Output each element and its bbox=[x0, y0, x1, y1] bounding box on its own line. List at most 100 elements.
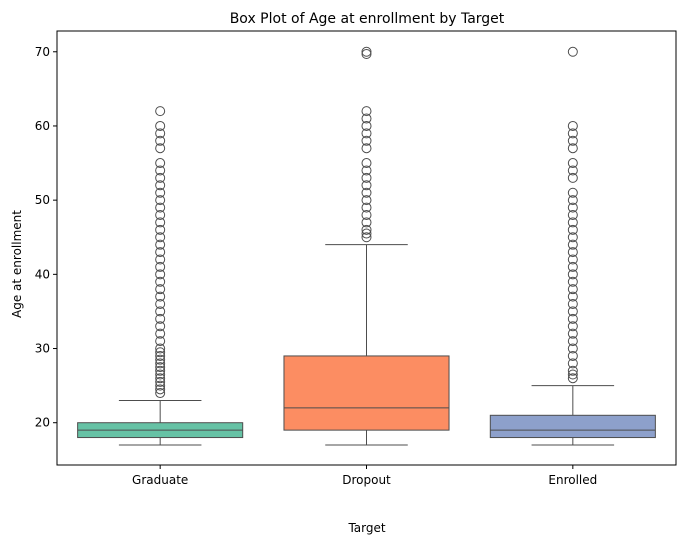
outlier-point bbox=[155, 299, 166, 310]
outlier-point bbox=[567, 239, 578, 250]
outlier-point bbox=[361, 48, 372, 59]
outlier-point bbox=[567, 269, 578, 280]
outlier-point bbox=[361, 209, 372, 220]
outlier-point bbox=[567, 128, 578, 139]
outlier-point bbox=[567, 135, 578, 146]
outlier-point bbox=[567, 172, 578, 183]
outlier-point bbox=[155, 284, 166, 295]
outlier-point bbox=[155, 354, 166, 365]
outlier-point bbox=[567, 336, 578, 347]
outlier-point bbox=[567, 306, 578, 317]
outlier-point bbox=[155, 158, 166, 169]
outlier-point bbox=[155, 369, 166, 380]
outlier-point bbox=[361, 172, 372, 183]
outlier-point bbox=[155, 209, 166, 220]
outlier-point bbox=[567, 202, 578, 213]
outlier-point bbox=[567, 358, 578, 369]
outlier-point bbox=[155, 128, 166, 139]
outlier-point bbox=[155, 195, 166, 206]
outlier-point bbox=[361, 143, 372, 154]
y-axis-label: Age at enrollment bbox=[10, 210, 24, 318]
outlier-point bbox=[567, 143, 578, 154]
outlier-point bbox=[155, 388, 166, 399]
outlier-point bbox=[155, 143, 166, 154]
y-tick-label: 60 bbox=[35, 119, 50, 133]
x-tick-label: Dropout bbox=[342, 473, 391, 487]
outlier-point bbox=[567, 284, 578, 295]
outlier-point bbox=[567, 261, 578, 272]
y-tick-label: 40 bbox=[35, 267, 50, 281]
outlier-point bbox=[155, 336, 166, 347]
chart-title: Box Plot of Age at enrollment by Target bbox=[230, 11, 505, 27]
outlier-point bbox=[361, 232, 372, 243]
outlier-point bbox=[155, 254, 166, 265]
outlier-point bbox=[361, 195, 372, 206]
y-axis: 20 30 40 50 60 70 bbox=[35, 45, 57, 430]
outlier-point bbox=[155, 384, 166, 395]
outlier-point bbox=[567, 254, 578, 265]
outlier-point bbox=[567, 291, 578, 302]
outlier-point bbox=[155, 180, 166, 191]
outlier-point bbox=[361, 113, 372, 124]
box-group-enrolled bbox=[489, 46, 656, 446]
outlier-point bbox=[361, 128, 372, 139]
outlier-point bbox=[155, 172, 166, 183]
outlier-point bbox=[155, 232, 166, 243]
outlier-point bbox=[361, 106, 372, 117]
outlier-point bbox=[567, 343, 578, 354]
outlier-point bbox=[155, 365, 166, 376]
outlier-point bbox=[155, 328, 166, 339]
outlier-point bbox=[155, 321, 166, 332]
outlier-point bbox=[155, 120, 166, 131]
outlier-point bbox=[567, 217, 578, 228]
outlier-point bbox=[567, 187, 578, 198]
outlier-point bbox=[155, 358, 166, 369]
outlier-point bbox=[155, 343, 166, 354]
y-tick-label: 50 bbox=[35, 193, 50, 207]
x-axis-label: Target bbox=[347, 521, 385, 535]
outlier-point bbox=[361, 187, 372, 198]
outlier-point bbox=[567, 247, 578, 258]
outlier-point bbox=[361, 228, 372, 239]
outlier-point bbox=[567, 46, 578, 57]
outlier-point bbox=[361, 46, 372, 57]
x-tick-label: Enrolled bbox=[548, 473, 597, 487]
outlier-point bbox=[155, 362, 166, 373]
outlier-point bbox=[567, 209, 578, 220]
outlier-point bbox=[567, 369, 578, 380]
outlier-point bbox=[155, 135, 166, 146]
outlier-point bbox=[567, 365, 578, 376]
outlier-point bbox=[361, 180, 372, 191]
plot-area bbox=[77, 46, 656, 446]
outlier-point bbox=[361, 224, 372, 235]
outlier-point bbox=[155, 269, 166, 280]
outlier-point bbox=[567, 321, 578, 332]
outlier-point bbox=[155, 165, 166, 176]
outlier-point bbox=[155, 261, 166, 272]
box-group-dropout bbox=[283, 46, 450, 446]
outlier-point bbox=[155, 276, 166, 287]
outlier-point bbox=[567, 158, 578, 169]
outlier-point bbox=[155, 350, 166, 361]
outlier-point bbox=[567, 276, 578, 287]
y-tick-label: 30 bbox=[35, 342, 50, 356]
outlier-point bbox=[361, 135, 372, 146]
outlier-point bbox=[155, 380, 166, 391]
outlier-point bbox=[361, 120, 372, 131]
outlier-point bbox=[567, 232, 578, 243]
outlier-point bbox=[567, 120, 578, 131]
outlier-point bbox=[155, 313, 166, 324]
outlier-point bbox=[155, 291, 166, 302]
outlier-point bbox=[361, 202, 372, 213]
outlier-point bbox=[567, 313, 578, 324]
outlier-point bbox=[567, 373, 578, 384]
outlier-point bbox=[155, 373, 166, 384]
outlier-point bbox=[155, 347, 166, 358]
y-tick-label: 70 bbox=[35, 45, 50, 59]
y-tick-label: 20 bbox=[35, 416, 50, 430]
outlier-point bbox=[361, 158, 372, 169]
outlier-point bbox=[155, 187, 166, 198]
outlier-point bbox=[361, 165, 372, 176]
